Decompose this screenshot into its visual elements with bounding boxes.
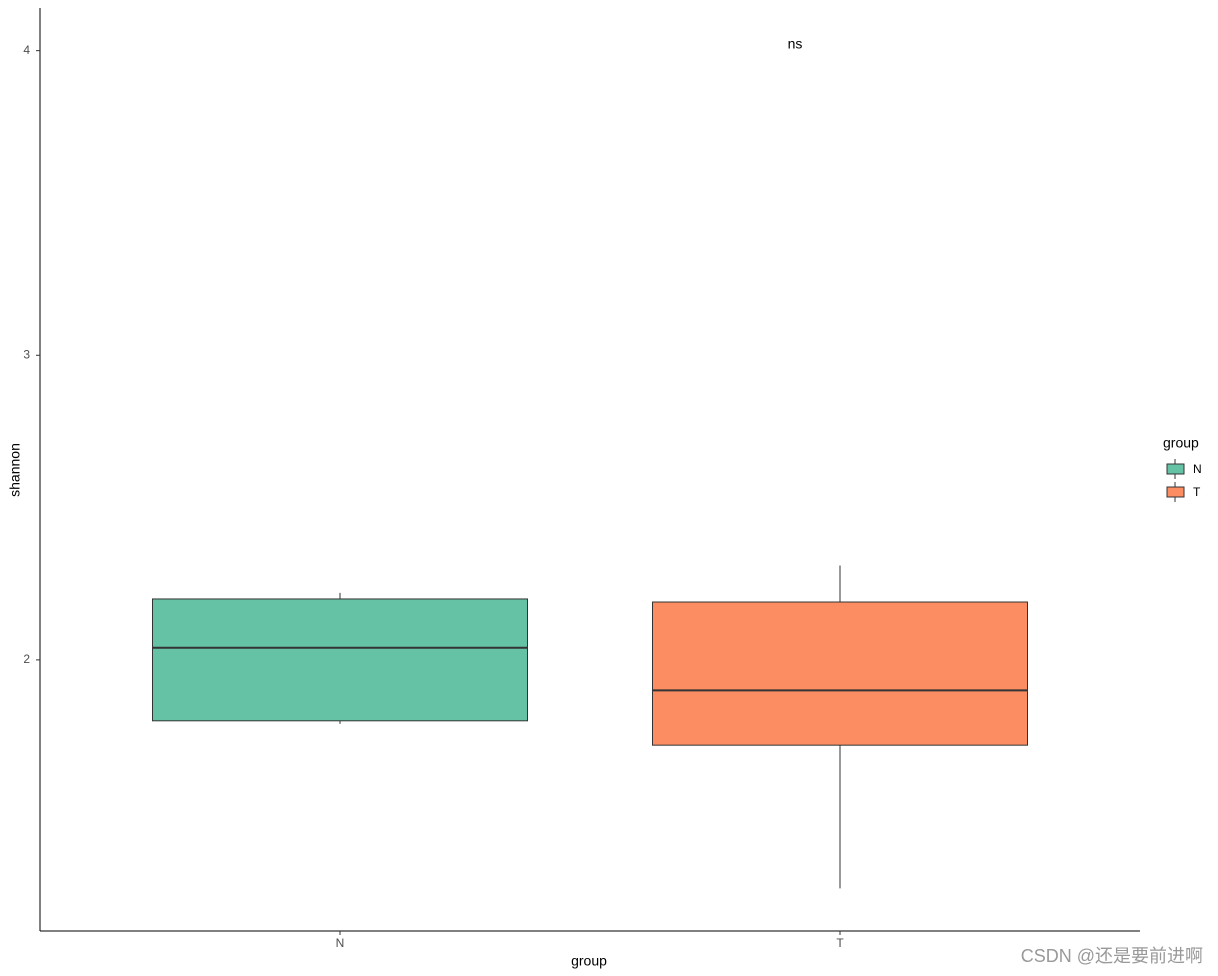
- y-axis-label: shannon: [7, 443, 23, 497]
- watermark: CSDN @还是要前进啊: [1021, 946, 1203, 966]
- x-axis-label: group: [571, 953, 607, 969]
- annotation: ns: [788, 36, 803, 52]
- legend-title: group: [1163, 435, 1199, 451]
- y-tick-label: 3: [23, 347, 30, 361]
- legend-label: T: [1193, 485, 1201, 499]
- y-tick-label: 2: [23, 652, 30, 666]
- box: [152, 598, 528, 722]
- x-tick-label: N: [336, 936, 345, 950]
- y-tick-label: 4: [23, 43, 30, 57]
- legend-key: [1166, 463, 1185, 475]
- legend-label: N: [1193, 462, 1202, 476]
- x-tick-label: T: [836, 936, 844, 950]
- legend-key: [1166, 486, 1185, 498]
- box: [652, 601, 1028, 746]
